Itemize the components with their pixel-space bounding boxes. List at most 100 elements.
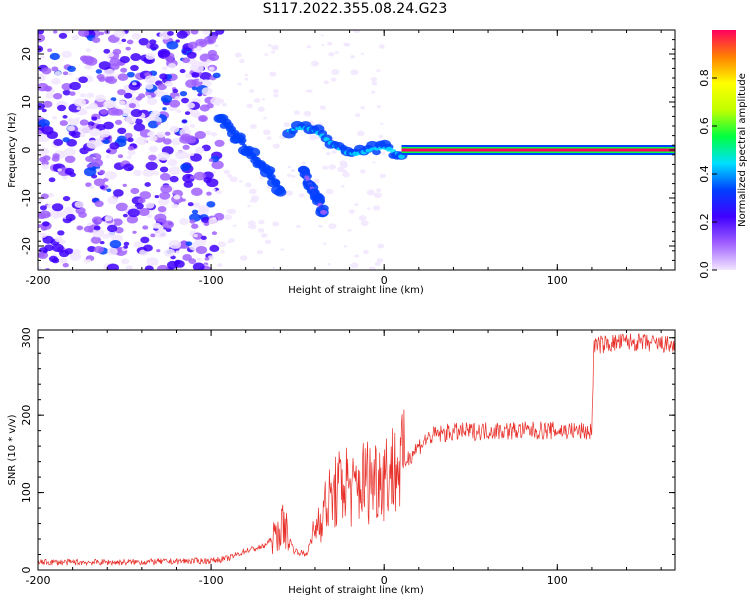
- noise-blob: [176, 109, 182, 114]
- noise-blob: [208, 158, 214, 162]
- noise-blob: [40, 55, 45, 59]
- noise-blob: [53, 138, 64, 146]
- noise-blob: [38, 251, 49, 260]
- noise-blob: [113, 30, 126, 38]
- trace-core: [230, 130, 237, 135]
- trace-core: [239, 140, 246, 146]
- noise-blob: [149, 135, 158, 142]
- noise-blob: [272, 266, 276, 269]
- noise-blob: [158, 219, 163, 223]
- noise-blob: [238, 180, 243, 183]
- noise-blob: [68, 118, 80, 126]
- noise-blob: [119, 62, 124, 66]
- noise-blob: [327, 262, 331, 266]
- noise-blob: [251, 198, 258, 203]
- noise-blob: [253, 98, 261, 103]
- noise-blob: [117, 40, 123, 45]
- noise-blob: [191, 223, 199, 229]
- noise-blob: [264, 239, 272, 245]
- noise-blob: [38, 119, 50, 128]
- noise-blob: [126, 71, 135, 78]
- noise-blob: [207, 49, 218, 57]
- noise-blob: [80, 93, 87, 98]
- noise-blob: [125, 115, 137, 124]
- noise-blob: [191, 86, 198, 91]
- noise-blob: [146, 213, 153, 219]
- noise-blob: [130, 187, 140, 195]
- noise-blob: [107, 224, 118, 233]
- noise-blob: [196, 257, 202, 261]
- noise-blob: [157, 152, 170, 161]
- noise-blob: [244, 77, 249, 81]
- colorbar-tick-label: 0.4: [698, 165, 711, 183]
- noise-blob: [38, 30, 45, 35]
- noise-blob: [350, 69, 359, 76]
- noise-blob: [168, 239, 182, 249]
- noise-blob: [270, 50, 276, 54]
- noise-blob: [287, 173, 292, 178]
- noise-blob: [157, 48, 171, 58]
- noise-blob: [159, 191, 171, 200]
- noise-blob: [360, 52, 365, 55]
- noise-blob: [128, 82, 141, 91]
- snr-x-tick-label: -100: [199, 574, 224, 587]
- noise-blob: [89, 128, 101, 137]
- noise-blob: [130, 53, 142, 61]
- noise-blob: [104, 215, 113, 222]
- noise-blob: [194, 131, 206, 140]
- noise-blob: [112, 218, 123, 226]
- noise-blob: [78, 30, 90, 37]
- noise-blob: [173, 260, 185, 268]
- noise-blob: [189, 123, 196, 128]
- noise-blob: [171, 138, 182, 146]
- noise-blob: [244, 182, 252, 188]
- noise-blob: [318, 224, 323, 228]
- noise-blob: [328, 223, 337, 230]
- noise-blob: [45, 267, 50, 270]
- noise-blob: [62, 89, 71, 96]
- noise-blob: [190, 153, 195, 157]
- noise-blob: [233, 224, 237, 228]
- noise-blob: [71, 34, 80, 41]
- noise-blob: [124, 132, 133, 139]
- noise-blob: [203, 35, 217, 45]
- noise-blob: [126, 215, 139, 224]
- noise-blob: [145, 53, 155, 60]
- noise-blob: [192, 262, 205, 270]
- noise-blob: [103, 121, 114, 130]
- noise-blob: [167, 159, 178, 167]
- noise-blob: [340, 185, 345, 188]
- noise-blob: [203, 222, 210, 227]
- colorbar-gradient: [712, 30, 736, 270]
- spectrogram-x-tick-label: 0: [381, 274, 388, 287]
- noise-blob: [144, 182, 151, 187]
- noise-blob: [175, 250, 180, 254]
- noise-blob: [216, 190, 222, 195]
- noise-blob: [183, 181, 194, 188]
- noise-blob: [114, 119, 123, 125]
- noise-blob: [109, 240, 122, 249]
- noise-blob: [95, 168, 101, 173]
- noise-blob: [169, 125, 180, 133]
- noise-blob: [41, 125, 54, 135]
- noise-blob: [117, 73, 129, 81]
- spectrogram-y-tick-label: -20: [20, 237, 33, 255]
- spectrogram-y-tick-label: 20: [20, 47, 33, 61]
- noise-blob: [138, 38, 149, 46]
- noise-blob: [180, 133, 192, 141]
- noise-blob: [39, 210, 51, 219]
- noise-blob: [131, 32, 141, 40]
- noise-blob: [229, 176, 238, 183]
- colorbar-tick-label: 0.6: [698, 117, 711, 135]
- snr-line: [38, 333, 675, 567]
- noise-blob: [162, 138, 172, 145]
- noise-blob: [58, 32, 68, 39]
- noise-blob: [189, 219, 196, 224]
- noise-blob: [106, 188, 112, 193]
- noise-blob: [88, 229, 94, 233]
- noise-blob: [164, 131, 171, 136]
- noise-blob: [57, 104, 67, 112]
- noise-blob: [160, 94, 173, 104]
- noise-blob: [296, 224, 301, 229]
- noise-blob: [138, 208, 150, 217]
